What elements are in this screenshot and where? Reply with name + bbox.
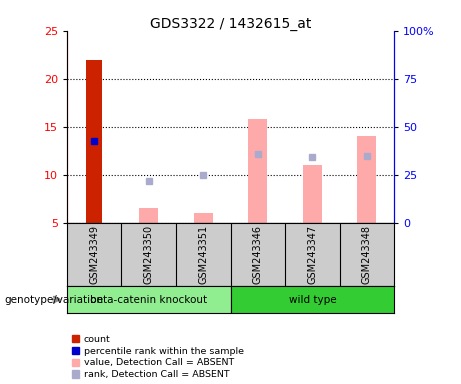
Text: GDS3322 / 1432615_at: GDS3322 / 1432615_at [150, 17, 311, 31]
Bar [194, 213, 213, 223]
Text: GSM243350: GSM243350 [144, 225, 154, 284]
Text: GSM243351: GSM243351 [198, 225, 208, 284]
Bar [303, 165, 322, 223]
Legend: count, percentile rank within the sample, value, Detection Call = ABSENT, rank, : count, percentile rank within the sample… [71, 335, 244, 379]
Text: GSM243347: GSM243347 [307, 225, 317, 284]
Bar [248, 119, 267, 223]
Text: GSM243349: GSM243349 [89, 225, 99, 284]
Text: beta-catenin knockout: beta-catenin knockout [90, 295, 207, 305]
Text: genotype/variation: genotype/variation [5, 295, 104, 305]
Text: GSM243346: GSM243346 [253, 225, 263, 284]
Text: GSM243348: GSM243348 [362, 225, 372, 284]
Bar [87, 60, 102, 223]
Bar [357, 136, 377, 223]
Text: wild type: wild type [289, 295, 336, 305]
Bar [139, 208, 158, 223]
